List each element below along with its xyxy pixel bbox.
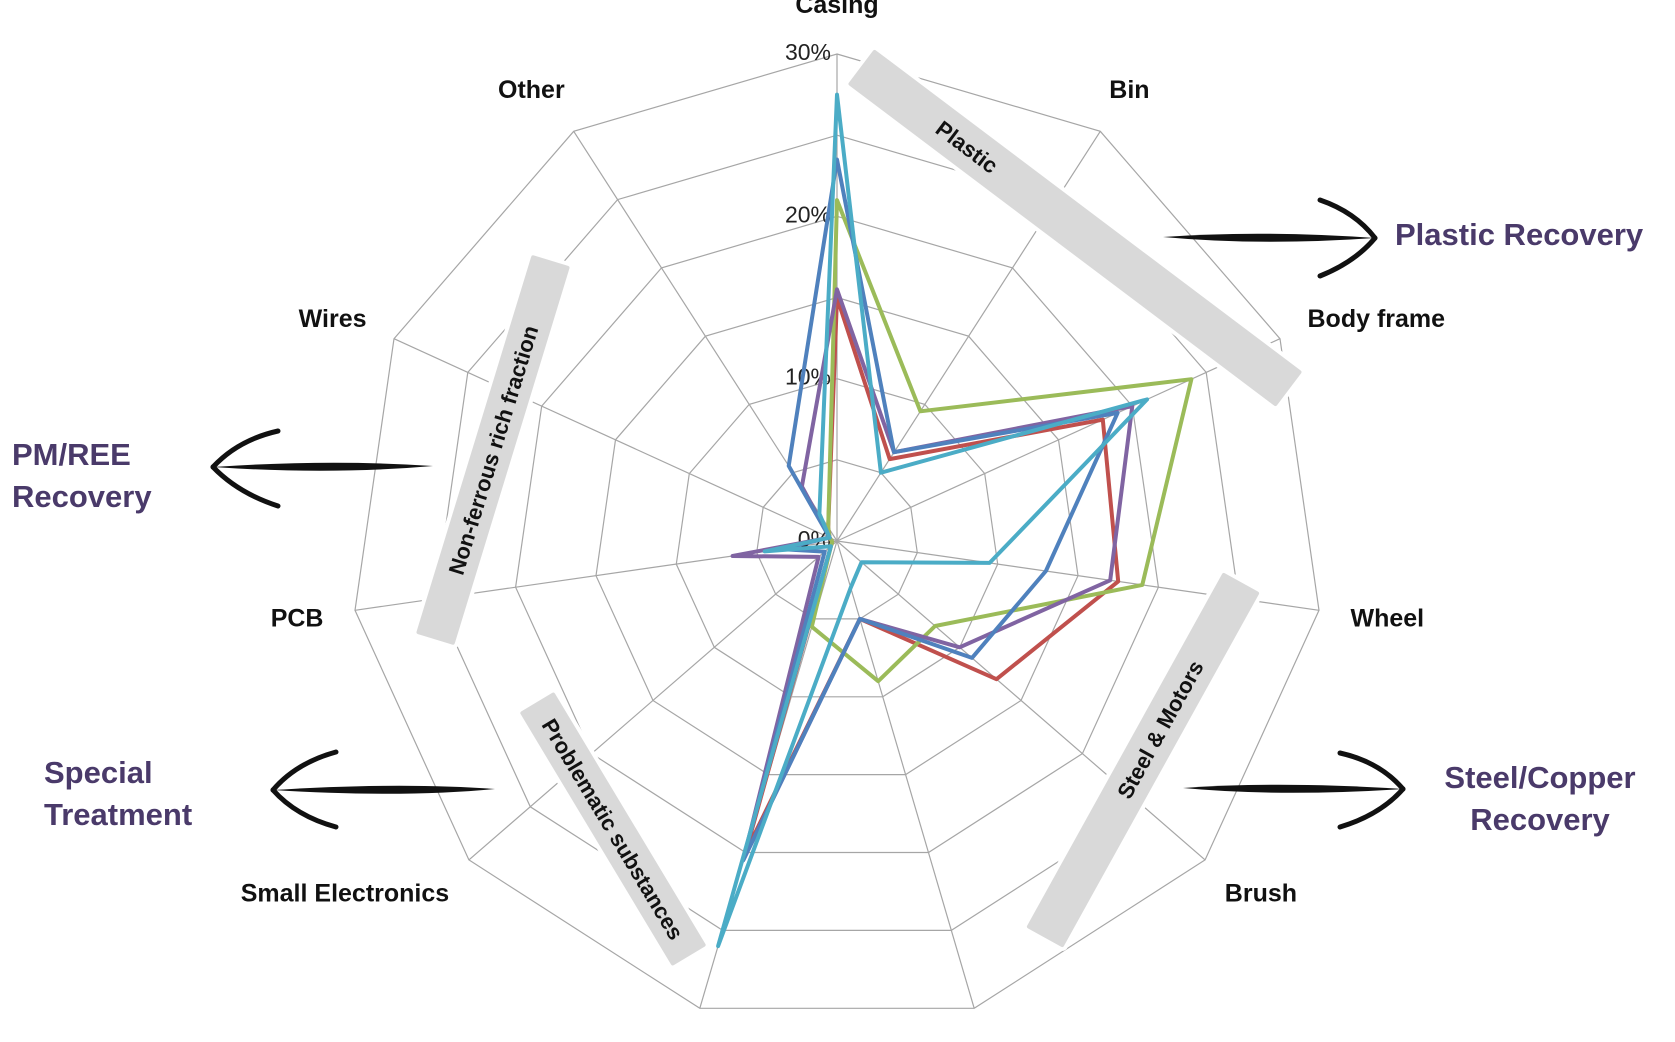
plastic-arrow [1163, 197, 1378, 279]
steel-recovery-label-line1: Steel/Copper [1444, 760, 1635, 795]
axis-label: Casing [795, 0, 878, 19]
axis-label: Body frame [1308, 305, 1446, 333]
recovery-labels: Plastic Recovery Steel/Copper Recovery S… [12, 217, 1644, 837]
axis-spoke [836, 338, 1281, 542]
recovery-arrows [210, 197, 1406, 830]
steel-arrow [1183, 750, 1406, 830]
axis-spoke [393, 338, 838, 542]
axis-label: Other [498, 76, 565, 104]
problematic-band [516, 688, 710, 970]
axis-label: Bin [1109, 76, 1149, 104]
steel-recovery-label-line2: Recovery [1470, 802, 1610, 837]
radar-grid [354, 53, 1320, 1009]
axis-label: Wheel [1351, 604, 1425, 632]
radial-tick-label: 30% [785, 39, 831, 65]
radial-tick-label: 20% [785, 201, 831, 227]
series-polygon [716, 92, 1150, 948]
grid-ring [675, 378, 999, 698]
axis-spoke [468, 540, 838, 861]
nonferrous-band [412, 251, 574, 649]
axis-label: Wires [299, 305, 367, 333]
special-treatment-label-line1: Special [44, 755, 153, 790]
series-lines [716, 92, 1194, 948]
axis-label: Brush [1225, 880, 1297, 908]
pm-ree-recovery-label-line1: PM/REE [12, 437, 131, 472]
grid-ring [354, 53, 1320, 1009]
axis-label: Small Electronics [241, 880, 449, 908]
series-polygon [741, 157, 1120, 863]
plastic-band [844, 45, 1306, 411]
special-treatment-label-line2: Treatment [44, 797, 192, 832]
pm-arrow [210, 428, 433, 509]
special-arrow [270, 749, 495, 830]
grid-ring [434, 134, 1240, 932]
plastic-recovery-label: Plastic Recovery [1395, 217, 1644, 252]
steel-band [1022, 568, 1264, 952]
pm-ree-recovery-label-line2: Recovery [12, 479, 152, 514]
grid-ring [514, 215, 1160, 854]
problematic-band-label: Problematic substances [537, 714, 689, 944]
axis-label: PCB [271, 604, 324, 632]
nonferrous-band-label: Non-ferrous rich fraction [444, 323, 544, 578]
grid-ring [756, 459, 918, 620]
